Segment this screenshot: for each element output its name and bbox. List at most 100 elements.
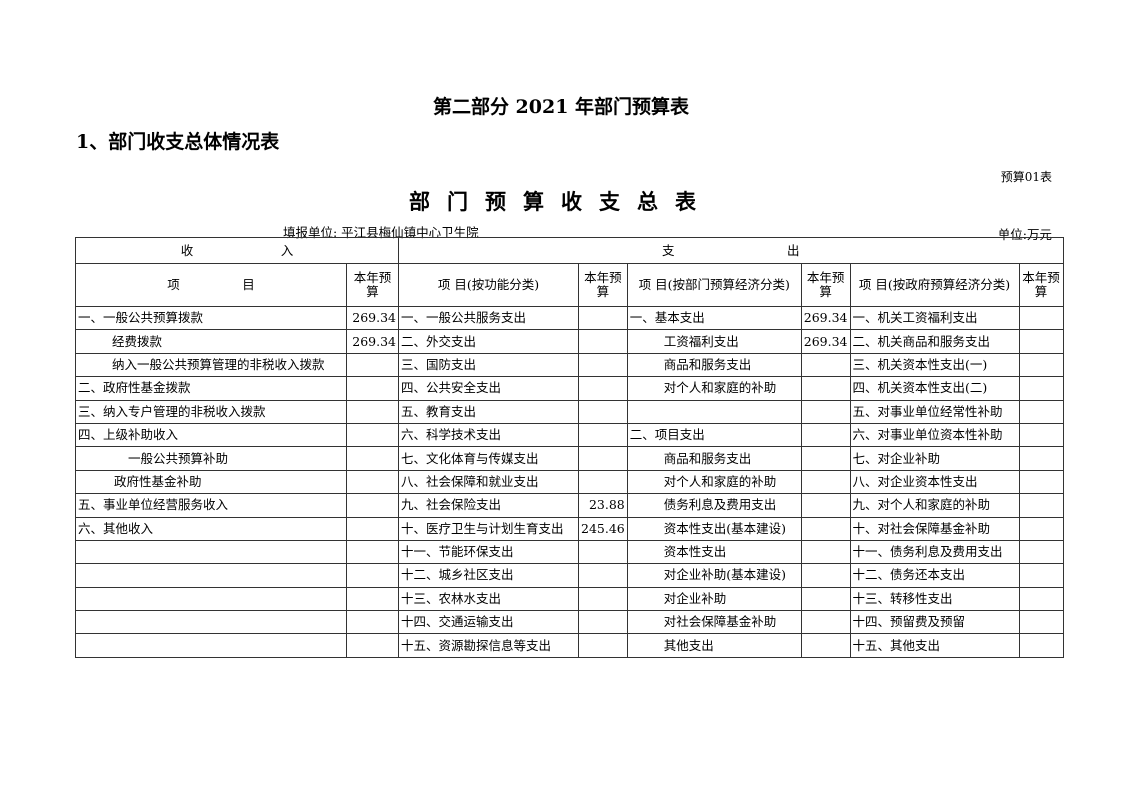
gov-econ-item: 十四、预留费及预留: [849, 610, 1020, 635]
income-amount: [346, 399, 399, 424]
func-amount: [578, 352, 628, 378]
table-row: 十二、城乡社区支出 对企业补助(基本建设) 十二、债务还本支出: [75, 563, 1064, 588]
income-item: 一般公共预算补助: [75, 446, 347, 471]
func-item: 十五、资源勘探信息等支出: [398, 633, 579, 658]
dept-econ-item: 商品和服务支出: [626, 352, 802, 378]
func-amount: [578, 633, 628, 658]
income-item: 政府性基金补助: [75, 469, 347, 495]
gov-econ-amount: [1018, 305, 1064, 331]
dept-econ-item: [626, 399, 802, 424]
gov-econ-item: 十三、转移性支出: [849, 586, 1020, 612]
col-header-budget: 本年预算: [578, 263, 628, 307]
income-item: [75, 563, 347, 588]
func-amount: [578, 376, 628, 401]
func-item: 十一、节能环保支出: [398, 539, 579, 565]
income-amount: [346, 446, 399, 471]
gov-econ-amount: [1018, 563, 1064, 588]
income-amount: [346, 586, 399, 612]
income-item: [75, 539, 347, 565]
income-item: 六、其他收入: [75, 516, 347, 541]
dept-econ-item: 一、基本支出: [626, 305, 802, 331]
dept-econ-amount: [800, 446, 851, 471]
table-row: 一、一般公共预算拨款 269.34 一、一般公共服务支出 一、基本支出 269.34 一、…: [75, 305, 1064, 331]
dept-econ-amount: [800, 376, 851, 401]
col-header-budget: 本年预算: [1018, 263, 1064, 307]
table-row: 三、纳入专户管理的非税收入拨款 五、教育支出 五、对事业单位经常性补助: [75, 399, 1064, 424]
func-item: 十二、城乡社区支出: [398, 563, 579, 588]
income-amount: [346, 469, 399, 495]
table-row: 纳入一般公共预算管理的非税收入拨款 三、国防支出 商品和服务支出 三、机关资本性支出(…: [75, 352, 1064, 378]
func-amount: [578, 539, 628, 565]
gov-econ-amount: [1018, 633, 1064, 658]
func-item: 十三、农林水支出: [398, 586, 579, 612]
col-header-item: 项 目: [75, 263, 347, 307]
func-item: 四、公共安全支出: [398, 376, 579, 401]
gov-econ-item: 一、机关工资福利支出: [849, 305, 1020, 331]
expense-header: 支 出: [398, 237, 1064, 264]
income-item: 四、上级补助收入: [75, 422, 347, 448]
table-row: 经费拨款 269.34 二、外交支出 工资福利支出 269.34 二、机关商品和服务支出: [75, 329, 1064, 354]
col-header-dept-econ: 项 目(按部门预算经济分类): [626, 263, 802, 307]
income-item: 三、纳入专户管理的非税收入拨款: [75, 399, 347, 424]
func-amount: [578, 469, 628, 495]
dept-econ-item: 对企业补助(基本建设): [626, 563, 802, 588]
func-item: 一、一般公共服务支出: [398, 305, 579, 331]
table-row: 一般公共预算补助 七、文化体育与传媒支出 商品和服务支出 七、对企业补助: [75, 446, 1064, 471]
func-item: 五、教育支出: [398, 399, 579, 424]
col-header-budget: 本年预算: [346, 263, 399, 307]
income-item: [75, 633, 347, 658]
col-header-budget: 本年预算: [800, 263, 851, 307]
income-amount: 269.34: [346, 305, 399, 331]
func-item: 八、社会保障和就业支出: [398, 469, 579, 495]
income-amount: [346, 539, 399, 565]
dept-econ-amount: [800, 586, 851, 612]
header-row-2: 项 目 本年预算 项 目(按功能分类) 本年预算 项 目(按部门预算经济分类) …: [75, 263, 1064, 307]
gov-econ-item: 九、对个人和家庭的补助: [849, 493, 1020, 518]
gov-econ-item: 六、对事业单位资本性补助: [849, 422, 1020, 448]
income-item: 纳入一般公共预算管理的非税收入拨款: [75, 352, 347, 378]
dept-econ-amount: 269.34: [800, 305, 851, 331]
income-amount: [346, 516, 399, 541]
income-amount: 269.34: [346, 329, 399, 354]
income-item: 五、事业单位经营服务收入: [75, 493, 347, 518]
gov-econ-item: 二、机关商品和服务支出: [849, 329, 1020, 354]
gov-econ-item: 十一、债务利息及费用支出: [849, 539, 1020, 565]
income-amount: [346, 633, 399, 658]
income-amount: [346, 352, 399, 378]
func-item: 二、外交支出: [398, 329, 579, 354]
func-amount: [578, 399, 628, 424]
dept-econ-item: 工资福利支出: [626, 329, 802, 354]
dept-econ-item: 商品和服务支出: [626, 446, 802, 471]
income-item: 一、一般公共预算拨款: [75, 305, 347, 331]
col-header-gov-econ: 项 目(按政府预算经济分类): [849, 263, 1020, 307]
income-amount: [346, 422, 399, 448]
part-title: 第二部分 2021 年部门预算表: [432, 96, 690, 118]
dept-econ-amount: [800, 399, 851, 424]
func-amount: [578, 586, 628, 612]
income-item: 二、政府性基金拨款: [75, 376, 347, 401]
func-amount: [578, 610, 628, 635]
table-row: 五、事业单位经营服务收入 九、社会保险支出 23.88 债务利息及费用支出 九、对个人和…: [75, 493, 1064, 518]
dept-econ-amount: [800, 610, 851, 635]
gov-econ-amount: [1018, 493, 1064, 518]
func-item: 六、科学技术支出: [398, 422, 579, 448]
dept-econ-item: 对个人和家庭的补助: [626, 376, 802, 401]
gov-econ-amount: [1018, 469, 1064, 495]
gov-econ-amount: [1018, 446, 1064, 471]
gov-econ-item: 四、机关资本性支出(二): [849, 376, 1020, 401]
gov-econ-amount: [1018, 352, 1064, 378]
table-code: 预算01表: [1000, 170, 1052, 184]
gov-econ-amount: [1018, 376, 1064, 401]
dept-econ-amount: [800, 563, 851, 588]
gov-econ-item: 八、对企业资本性支出: [849, 469, 1020, 495]
func-amount: [578, 329, 628, 354]
dept-econ-item: 二、项目支出: [626, 422, 802, 448]
table-title: 部门预算收支总表: [409, 189, 713, 214]
header-row-1: 收 入 支 出: [75, 237, 1064, 264]
gov-econ-item: 三、机关资本性支出(一): [849, 352, 1020, 378]
func-item: 九、社会保险支出: [398, 493, 579, 518]
dept-econ-item: 债务利息及费用支出: [626, 493, 802, 518]
func-amount: 23.88: [578, 493, 628, 518]
table-row: 十一、节能环保支出 资本性支出 十一、债务利息及费用支出: [75, 539, 1064, 565]
func-amount: [578, 446, 628, 471]
